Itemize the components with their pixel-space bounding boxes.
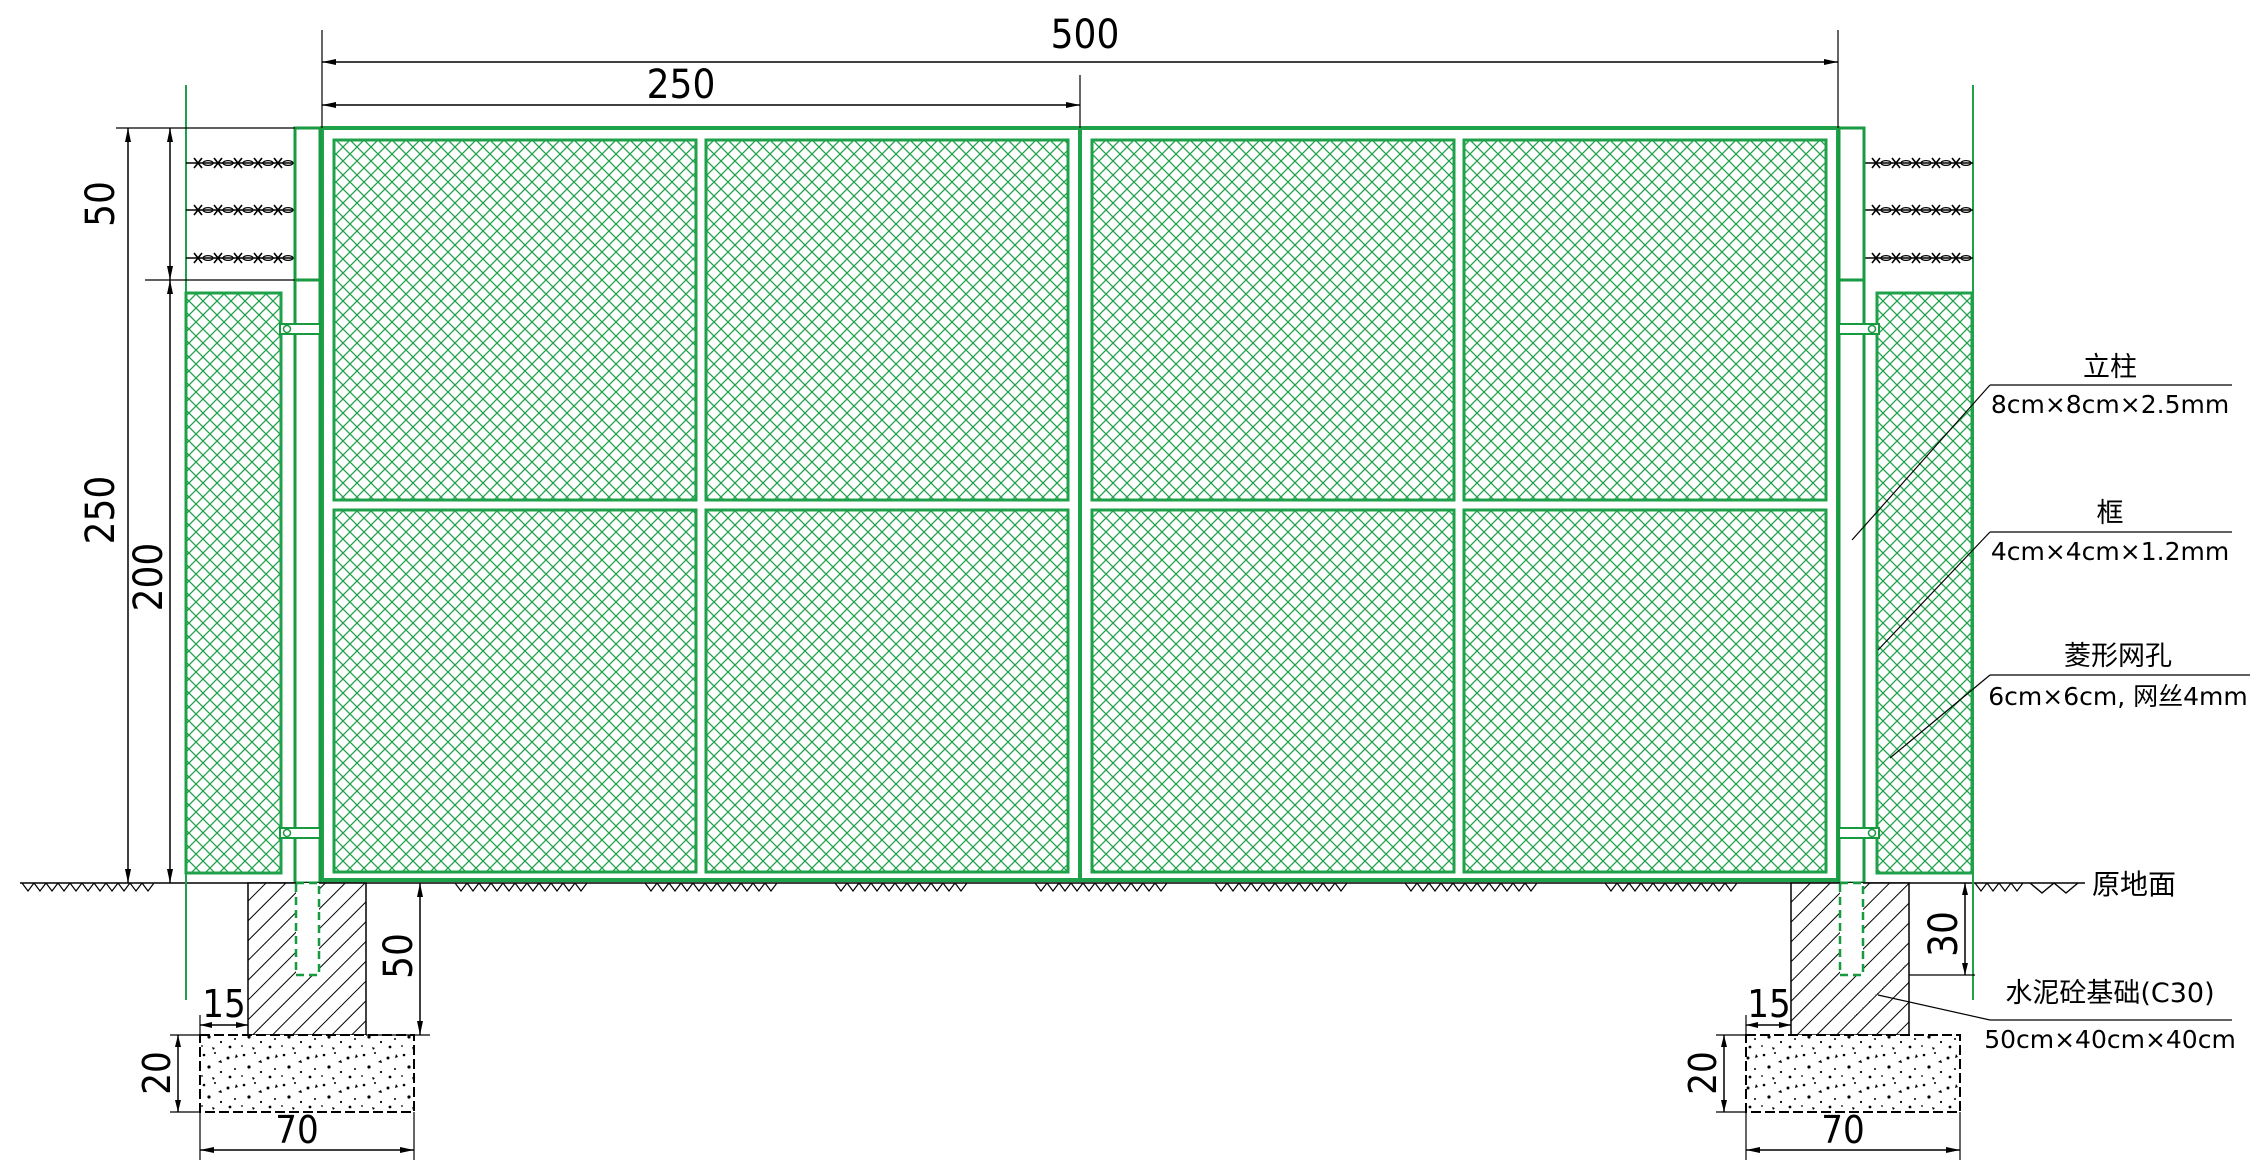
ground-symbol-icon xyxy=(2029,882,2079,894)
ground-hatch-segment xyxy=(1404,882,1538,892)
post-spec: 8cm×8cm×2.5mm xyxy=(1991,390,2229,419)
barbed-wire-strand xyxy=(186,204,295,216)
dim-top-wire-height: 50 xyxy=(78,181,124,227)
dim-base-width-left: 70 xyxy=(275,1108,319,1152)
frame-spec: 4cm×4cm×1.2mm xyxy=(1991,537,2229,566)
hinge-icon xyxy=(279,323,321,335)
dim-footing-depth: 50 xyxy=(376,933,422,979)
mesh-panel xyxy=(1462,138,1828,502)
annotation-labels: 立柱 8cm×8cm×2.5mm 框 4cm×4cm×1.2mm 菱形网孔 6c… xyxy=(1984,352,2248,1054)
ground-hatch-segment xyxy=(454,882,588,892)
hinge-icon xyxy=(279,827,321,839)
barbed-wire-strand xyxy=(186,157,295,169)
annotation-leaders xyxy=(1851,384,2250,1021)
ground-hatch-segment xyxy=(644,882,778,892)
side-fence-right xyxy=(1875,85,1974,1000)
mesh-spec: 6cm×6cm, 网丝4mm xyxy=(1988,682,2247,711)
barbed-wire-strand xyxy=(1864,252,1973,264)
mesh-panel xyxy=(1090,508,1456,874)
ground-hatch-segment xyxy=(1974,882,2024,892)
dim-base-thickness-right: 20 xyxy=(1681,1051,1725,1095)
dim-offset-right: 15 xyxy=(1747,982,1791,1026)
mesh-panel xyxy=(704,138,1070,502)
barbed-wire-strand xyxy=(1864,157,1973,169)
dim-total-height: 250 xyxy=(78,476,124,545)
mesh-panel xyxy=(332,508,698,874)
side-fence-left xyxy=(184,85,283,1000)
post-left xyxy=(279,126,322,977)
hinge-icon xyxy=(1838,323,1880,335)
ground-label: 原地面 xyxy=(2092,868,2176,901)
foundation-left xyxy=(199,881,415,1113)
gate-panels xyxy=(320,126,1840,882)
mesh-panel xyxy=(1090,138,1456,502)
ground-hatch-segment xyxy=(1034,882,1168,892)
foundation-title: 水泥砼基础(C30) xyxy=(2005,978,2214,1009)
dim-ground-to-mark: 30 xyxy=(1921,911,1967,957)
ground-hatch-segment xyxy=(1604,882,1738,892)
foundation-spec: 50cm×40cm×40cm xyxy=(1984,1025,2236,1054)
ground-hatch-segment xyxy=(1214,882,1348,892)
dim-total-width: 500 xyxy=(1051,12,1120,58)
dim-fence-height: 200 xyxy=(126,543,172,612)
barbed-wire-strand xyxy=(1864,204,1973,216)
barbed-wire xyxy=(186,157,1973,264)
mesh-title: 菱形网孔 xyxy=(2064,641,2172,672)
dim-half-width: 250 xyxy=(647,62,716,108)
mesh-panel xyxy=(704,508,1070,874)
barbed-wire-strand xyxy=(186,252,295,264)
ground-hatch-segment xyxy=(834,882,968,892)
ground-hatching xyxy=(21,882,2024,892)
dim-offset-left: 15 xyxy=(202,982,246,1026)
post-right xyxy=(1837,126,1880,977)
mesh-panel xyxy=(332,138,698,502)
frame-title: 框 xyxy=(2097,498,2124,529)
post-title: 立柱 xyxy=(2083,352,2137,383)
hinge-icon xyxy=(1838,827,1880,839)
dim-base-thickness-left: 20 xyxy=(135,1051,179,1095)
dim-base-width-right: 70 xyxy=(1821,1108,1865,1152)
ground-hatch-segment xyxy=(21,882,155,892)
dimension-lines xyxy=(116,30,1975,1160)
dimension-labels: 500 250 50 250 200 50 30 15 15 20 20 70 … xyxy=(78,12,1967,1152)
foundation-right xyxy=(1745,881,1961,1113)
mesh-panel xyxy=(1462,508,1828,874)
